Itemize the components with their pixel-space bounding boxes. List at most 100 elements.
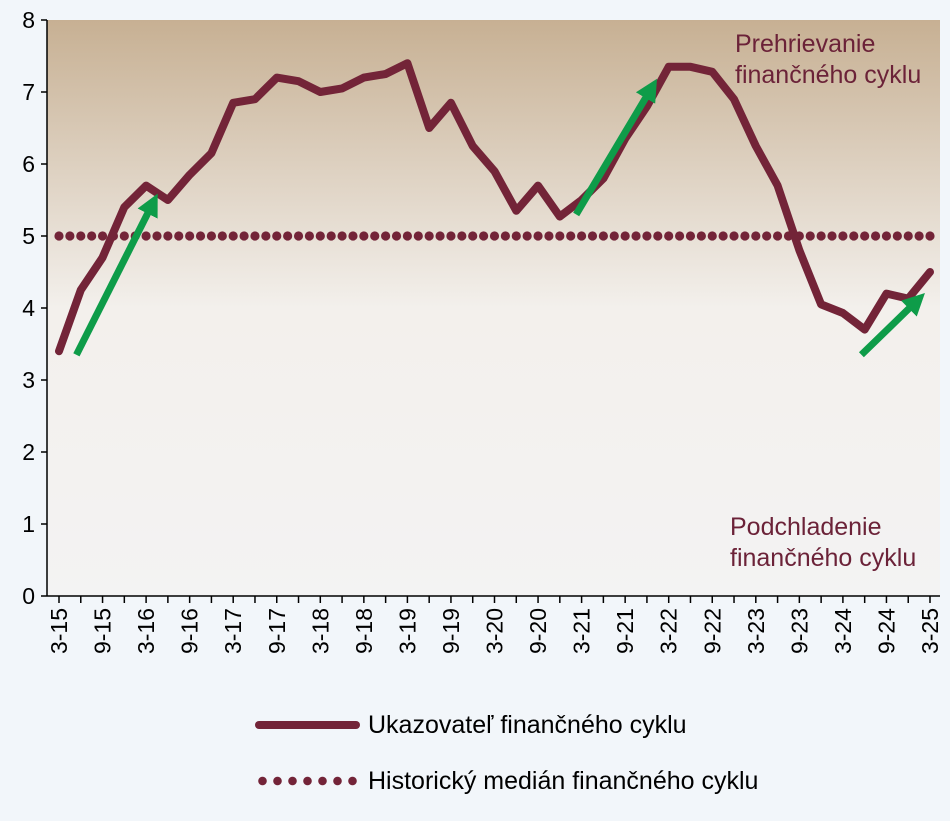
- median-point: [762, 231, 772, 241]
- median-point: [468, 231, 478, 241]
- median-point: [391, 231, 402, 241]
- median-point: [76, 231, 86, 241]
- median-point: [446, 231, 456, 241]
- x-tick-label: 3-25: [917, 608, 943, 654]
- median-point: [664, 231, 674, 241]
- legend-swatch-solid: [255, 715, 360, 735]
- legend-label-indicator: Ukazovateľ finančného cyklu: [368, 710, 687, 739]
- median-point: [849, 231, 859, 241]
- median-point: [293, 231, 304, 241]
- zone-bottom-label: Podchladenie: [730, 513, 882, 541]
- median-point: [435, 231, 445, 241]
- median-point: [587, 231, 598, 241]
- median-point: [511, 231, 521, 241]
- trend-arrow: [73, 193, 158, 357]
- median-point: [870, 231, 881, 241]
- median-point: [598, 231, 608, 241]
- y-tick-label: 6: [22, 151, 35, 177]
- median-point: [304, 231, 315, 241]
- x-tick-label: 9-22: [699, 608, 725, 654]
- legend: Ukazovateľ finančného cyklu Historický m…: [255, 705, 758, 817]
- y-tick-label: 1: [22, 511, 35, 537]
- x-tick-label: 3-18: [307, 608, 333, 654]
- x-tick-label: 3-21: [569, 608, 595, 654]
- x-tick-label: 9-16: [177, 608, 203, 654]
- median-point: [185, 231, 195, 241]
- median-point: [152, 231, 162, 241]
- median-point: [348, 231, 358, 241]
- x-tick-label: 3-15: [46, 608, 72, 654]
- y-tick-label: 8: [22, 7, 35, 33]
- median-point: [206, 231, 217, 241]
- median-point: [119, 231, 129, 241]
- x-tick-label: 3-20: [482, 608, 508, 654]
- median-point: [381, 231, 391, 241]
- median-point: [402, 231, 412, 241]
- median-point: [914, 231, 924, 241]
- median-point: [457, 231, 467, 241]
- x-tick-label: 9-21: [612, 608, 638, 654]
- indicator-series: [55, 59, 934, 356]
- median-point: [860, 231, 870, 241]
- median-point: [751, 231, 761, 241]
- median-point: [674, 231, 685, 241]
- median-point: [239, 231, 249, 241]
- median-point: [805, 231, 815, 241]
- y-tick-label: 0: [22, 583, 35, 609]
- median-point: [631, 231, 641, 241]
- x-tick-label: 3-16: [133, 608, 159, 654]
- median-point: [892, 231, 902, 241]
- median-point: [141, 231, 151, 241]
- median-point: [489, 231, 500, 241]
- median-point: [500, 231, 510, 241]
- median-point: [718, 231, 728, 241]
- median-point: [195, 231, 206, 241]
- median-point: [337, 231, 347, 241]
- x-tick-label: 9-23: [786, 608, 812, 654]
- median-point: [261, 231, 271, 241]
- zone-bottom-label: finančného cyklu: [730, 544, 916, 572]
- trend-arrow: [858, 292, 925, 358]
- legend-item-median: Historický medián finančného cyklu: [255, 761, 758, 801]
- y-tick-label: 3: [22, 367, 35, 393]
- median-point: [555, 231, 565, 241]
- median-point: [566, 231, 576, 241]
- plot-background: [47, 20, 940, 596]
- median-point: [577, 231, 587, 241]
- median-point: [54, 231, 64, 241]
- legend-label-median: Historický medián finančného cyklu: [368, 766, 759, 795]
- median-point: [228, 231, 238, 241]
- median-point: [533, 231, 543, 241]
- y-tick-label: 2: [22, 439, 35, 465]
- median-point: [272, 231, 282, 241]
- median-point: [87, 231, 97, 241]
- median-point: [359, 231, 369, 241]
- median-point: [174, 231, 184, 241]
- y-tick-label: 7: [22, 79, 35, 105]
- legend-item-indicator: Ukazovateľ finančného cyklu: [255, 705, 758, 745]
- median-point: [925, 231, 935, 241]
- median-point: [370, 231, 380, 241]
- x-tick-label: 3-24: [830, 608, 856, 654]
- median-point: [903, 231, 913, 241]
- median-point: [315, 231, 325, 241]
- zone-labels: Prehrievanie finančného cyklu Podchladenie…: [730, 30, 921, 572]
- median-point: [729, 231, 739, 241]
- median-point: [609, 231, 619, 241]
- median-point: [816, 231, 826, 241]
- median-point: [250, 231, 260, 241]
- median-point: [685, 231, 696, 241]
- axes: 0 1 2 3 4 5 6 7 8 3-15 9-15 3-16 9-16 3-17 9-17 3-18 9-1…: [22, 7, 943, 654]
- median-point: [881, 231, 892, 241]
- zone-top-label: Prehrievanie: [735, 30, 875, 58]
- x-tick-label: 9-15: [90, 608, 116, 654]
- trend-arrows: [73, 78, 925, 358]
- x-tick-label: 3-22: [656, 608, 682, 654]
- y-tick-label: 5: [22, 223, 35, 249]
- y-tick-label: 4: [22, 295, 35, 321]
- x-tick-label: 9-18: [351, 608, 377, 654]
- median-point: [479, 231, 489, 241]
- median-point: [163, 231, 173, 241]
- series-line-indicator: [55, 59, 934, 356]
